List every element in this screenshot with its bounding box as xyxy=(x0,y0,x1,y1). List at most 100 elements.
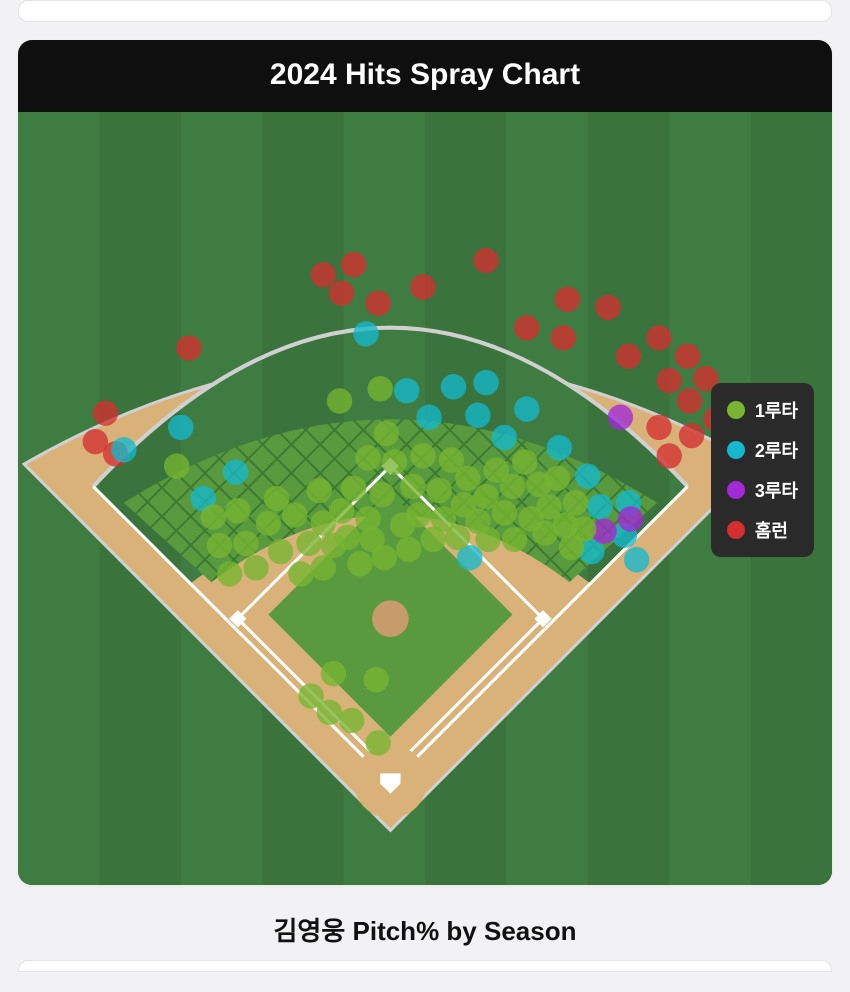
spray-point-single[interactable] xyxy=(396,537,421,562)
spray-point-single[interactable] xyxy=(207,533,232,558)
spray-point-homer[interactable] xyxy=(675,343,700,368)
spray-point-single[interactable] xyxy=(288,561,313,586)
page: 2024 Hits Spray Chart 1루타 2루타 3루타홈런 김영웅 Pi… xyxy=(0,0,850,992)
spray-point-single[interactable] xyxy=(370,482,395,507)
spray-point-single[interactable] xyxy=(329,498,354,523)
spray-point-homer[interactable] xyxy=(555,287,580,312)
legend-item[interactable]: 3루타 xyxy=(727,477,798,503)
spray-point-homer[interactable] xyxy=(656,443,681,468)
chart-title: 2024 Hits Spray Chart xyxy=(18,40,832,112)
spray-point-double[interactable] xyxy=(587,494,612,519)
spray-point-single[interactable] xyxy=(339,708,364,733)
spray-point-single[interactable] xyxy=(264,486,289,511)
legend-dot-icon xyxy=(727,481,745,499)
next-section-title: 김영웅 Pitch% by Season xyxy=(18,911,832,948)
spray-point-single[interactable] xyxy=(164,453,189,478)
spray-point-double[interactable] xyxy=(547,435,572,460)
spray-point-double[interactable] xyxy=(394,378,419,403)
spray-point-double[interactable] xyxy=(353,321,378,346)
spray-point-double[interactable] xyxy=(223,459,248,484)
spray-chart-svg xyxy=(18,112,832,885)
spray-point-double[interactable] xyxy=(624,547,649,572)
next-card-edge xyxy=(18,960,832,972)
chart-body: 1루타 2루타 3루타홈런 xyxy=(18,112,832,885)
spray-point-single[interactable] xyxy=(217,561,242,586)
spray-point-single[interactable] xyxy=(502,527,527,552)
spray-point-double[interactable] xyxy=(465,402,490,427)
spray-point-single[interactable] xyxy=(317,700,342,725)
spray-point-single[interactable] xyxy=(500,474,525,499)
legend-label: 3루타 xyxy=(755,477,798,503)
spray-point-homer[interactable] xyxy=(93,400,118,425)
spray-point-single[interactable] xyxy=(563,490,588,515)
spray-point-single[interactable] xyxy=(445,525,470,550)
spray-point-double[interactable] xyxy=(168,415,193,440)
spray-point-single[interactable] xyxy=(406,502,431,527)
legend-item[interactable]: 홈런 xyxy=(727,517,798,543)
spray-point-single[interactable] xyxy=(372,545,397,570)
spray-point-single[interactable] xyxy=(225,498,250,523)
legend-dot-icon xyxy=(727,521,745,539)
legend-item[interactable]: 2루타 xyxy=(727,437,798,463)
spray-point-single[interactable] xyxy=(400,474,425,499)
spray-point-single[interactable] xyxy=(335,525,360,550)
spray-point-single[interactable] xyxy=(368,376,393,401)
spray-point-homer[interactable] xyxy=(679,423,704,448)
spray-point-single[interactable] xyxy=(321,661,346,686)
spray-point-single[interactable] xyxy=(341,476,366,501)
spray-point-triple[interactable] xyxy=(608,405,633,430)
spray-point-single[interactable] xyxy=(355,445,380,470)
spray-point-single[interactable] xyxy=(327,388,352,413)
spray-point-single[interactable] xyxy=(382,449,407,474)
spray-point-single[interactable] xyxy=(410,443,435,468)
spray-point-single[interactable] xyxy=(268,539,293,564)
spray-point-triple[interactable] xyxy=(618,506,643,531)
spray-point-homer[interactable] xyxy=(595,295,620,320)
spray-point-single[interactable] xyxy=(347,551,372,576)
spray-point-single[interactable] xyxy=(492,500,517,525)
spray-point-homer[interactable] xyxy=(616,343,641,368)
spray-point-homer[interactable] xyxy=(473,248,498,273)
spray-point-single[interactable] xyxy=(311,555,336,580)
spray-point-double[interactable] xyxy=(441,374,466,399)
spray-point-single[interactable] xyxy=(475,527,500,552)
spray-point-homer[interactable] xyxy=(646,325,671,350)
pitchers-mound xyxy=(372,600,409,637)
spray-point-homer[interactable] xyxy=(365,291,390,316)
legend-label: 1루타 xyxy=(755,397,798,423)
legend-label: 2루타 xyxy=(755,437,798,463)
spray-point-homer[interactable] xyxy=(677,388,702,413)
spray-point-single[interactable] xyxy=(571,516,596,541)
spray-point-homer[interactable] xyxy=(646,415,671,440)
spray-point-single[interactable] xyxy=(365,730,390,755)
spray-point-single[interactable] xyxy=(256,510,281,535)
spray-point-double[interactable] xyxy=(514,396,539,421)
spray-point-homer[interactable] xyxy=(176,335,201,360)
spray-point-double[interactable] xyxy=(575,464,600,489)
spray-point-single[interactable] xyxy=(545,466,570,491)
spray-point-single[interactable] xyxy=(243,555,268,580)
spray-point-homer[interactable] xyxy=(311,262,336,287)
spray-point-double[interactable] xyxy=(473,370,498,395)
spray-point-double[interactable] xyxy=(492,425,517,450)
spray-point-homer[interactable] xyxy=(329,280,354,305)
spray-point-single[interactable] xyxy=(455,466,480,491)
spray-point-homer[interactable] xyxy=(656,368,681,393)
spray-point-single[interactable] xyxy=(233,531,258,556)
spray-point-homer[interactable] xyxy=(551,325,576,350)
spray-point-single[interactable] xyxy=(363,667,388,692)
spray-point-single[interactable] xyxy=(306,478,331,503)
prev-card-edge xyxy=(18,0,832,22)
spray-point-homer[interactable] xyxy=(410,274,435,299)
legend-dot-icon xyxy=(727,441,745,459)
spray-point-single[interactable] xyxy=(201,504,226,529)
spray-point-double[interactable] xyxy=(416,405,441,430)
legend-item[interactable]: 1루타 xyxy=(727,397,798,423)
spray-point-single[interactable] xyxy=(374,421,399,446)
spray-point-single[interactable] xyxy=(512,449,537,474)
spray-point-homer[interactable] xyxy=(514,315,539,340)
spray-point-double[interactable] xyxy=(111,437,136,462)
spray-point-single[interactable] xyxy=(427,478,452,503)
spray-chart-card: 2024 Hits Spray Chart 1루타 2루타 3루타홈런 xyxy=(18,40,832,885)
spray-point-homer[interactable] xyxy=(341,252,366,277)
